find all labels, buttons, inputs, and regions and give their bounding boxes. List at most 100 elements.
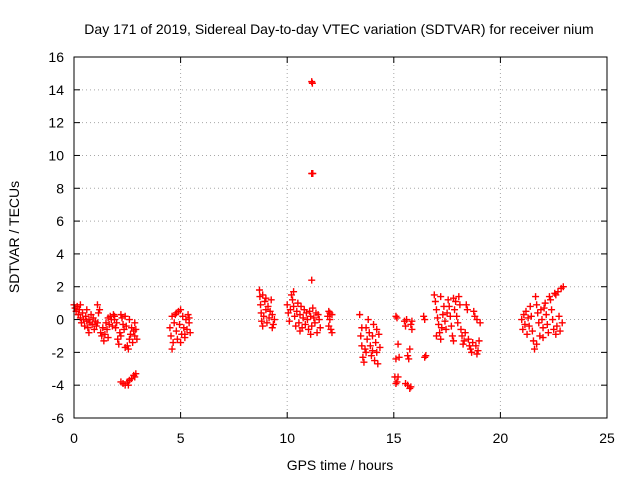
data-point: [393, 314, 401, 322]
data-point: [367, 352, 375, 360]
data-point: [296, 311, 304, 319]
data-point: [376, 343, 384, 351]
y-axis-ticks: -6 -4 -2 0 2 4 6 8 10 12 14 16: [48, 49, 607, 426]
data-point: [310, 314, 318, 322]
data-point: [328, 329, 336, 337]
data-point: [85, 316, 93, 324]
data-point: [308, 276, 316, 284]
data-point: [536, 332, 544, 340]
data-point: [392, 380, 400, 388]
data-point: [308, 322, 316, 330]
data-point: [447, 322, 455, 330]
data-point: [527, 312, 535, 320]
data-point: [359, 353, 367, 361]
data-point: [306, 307, 314, 315]
data-point: [442, 325, 450, 333]
data-point: [459, 340, 467, 348]
y-tick-label: 16: [48, 49, 64, 65]
data-point: [131, 373, 139, 381]
data-point: [474, 347, 482, 355]
x-tick-label: 25: [599, 430, 615, 446]
data-point: [555, 312, 563, 320]
data-point: [113, 319, 121, 327]
data-point: [179, 312, 187, 320]
data-point: [538, 316, 546, 324]
data-point: [460, 337, 468, 345]
data-point: [559, 283, 567, 291]
data-point: [316, 324, 324, 332]
data-point: [291, 312, 299, 320]
data-point: [290, 302, 298, 310]
data-point: [184, 311, 192, 319]
data-point: [364, 316, 372, 324]
data-point: [519, 325, 527, 333]
data-point: [537, 306, 545, 314]
data-point: [360, 358, 368, 366]
data-point: [85, 329, 93, 337]
data-point: [303, 316, 311, 324]
data-point: [363, 335, 371, 343]
data-point: [420, 312, 428, 320]
data-point: [531, 345, 539, 353]
data-point: [295, 319, 303, 327]
data-point: [121, 312, 129, 320]
data-point: [439, 311, 447, 319]
data-point: [524, 314, 532, 322]
data-point: [96, 306, 104, 314]
data-point: [370, 320, 378, 328]
data-point: [311, 319, 319, 327]
data-point: [129, 339, 137, 347]
data-point: [133, 335, 141, 343]
data-point: [325, 307, 333, 315]
data-point: [168, 312, 176, 320]
data-point: [124, 345, 132, 353]
data-point: [309, 170, 317, 178]
data-point: [406, 345, 414, 353]
data-point: [356, 311, 364, 319]
data-point: [449, 337, 457, 345]
data-point: [299, 314, 307, 322]
data-point: [126, 330, 134, 338]
data-point: [476, 319, 484, 327]
data-point: [371, 357, 379, 365]
data-point: [185, 314, 193, 322]
data-point: [259, 322, 267, 330]
data-point: [131, 319, 139, 327]
data-point: [260, 312, 268, 320]
y-axis-label: SDTVAR / TECUs: [6, 181, 22, 293]
data-point: [118, 314, 126, 322]
data-point: [92, 322, 100, 330]
data-point: [455, 293, 463, 301]
data-point: [93, 319, 101, 327]
data-point: [532, 293, 540, 301]
data-point: [421, 316, 429, 324]
x-tick-label: 15: [386, 430, 402, 446]
data-point: [117, 332, 125, 340]
data-point: [119, 320, 127, 328]
data-point: [533, 301, 541, 309]
data-point: [432, 306, 440, 314]
data-point: [84, 324, 92, 332]
data-point: [558, 319, 566, 327]
data-point: [176, 320, 184, 328]
data-point: [402, 322, 410, 330]
data-point: [365, 329, 373, 337]
data-point: [438, 324, 446, 332]
data-point: [76, 301, 84, 309]
data-point: [431, 297, 439, 305]
data-point: [408, 325, 416, 333]
data-point: [395, 353, 403, 361]
data-point: [446, 312, 454, 320]
data-point: [292, 322, 300, 330]
data-point: [169, 339, 177, 347]
data-point: [443, 309, 451, 317]
data-point: [100, 337, 108, 345]
chart-title: Day 171 of 2019, Sidereal Day-to-day VTE…: [84, 21, 593, 37]
data-point: [454, 319, 462, 327]
data-point: [111, 312, 119, 320]
data-point: [307, 330, 315, 338]
data-point: [286, 306, 294, 314]
data-point: [261, 297, 269, 305]
data-point: [453, 312, 461, 320]
data-point: [95, 309, 103, 317]
